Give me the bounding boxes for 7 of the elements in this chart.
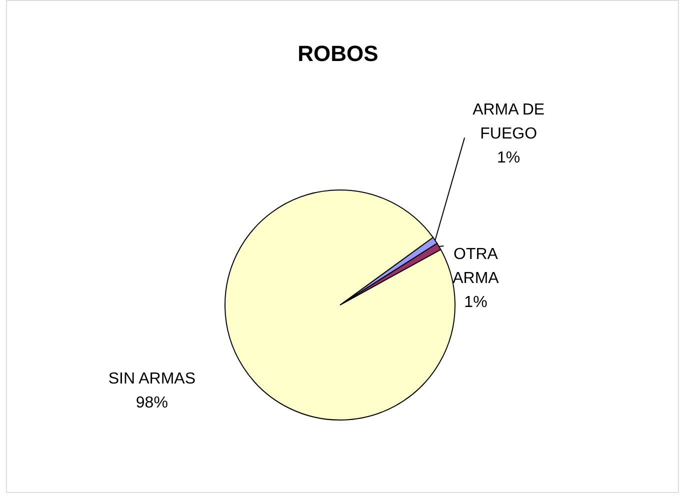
slice-label: SIN ARMAS	[108, 370, 196, 388]
slice-label: OTRA ARMA	[452, 246, 500, 287]
data-label: 1%	[497, 150, 520, 167]
data-label: 1%	[464, 294, 488, 311]
chart-title: ROBOS	[298, 41, 378, 66]
slice-label: ARMA DE FUEGO	[472, 102, 545, 143]
data-label: 98%	[136, 394, 168, 412]
